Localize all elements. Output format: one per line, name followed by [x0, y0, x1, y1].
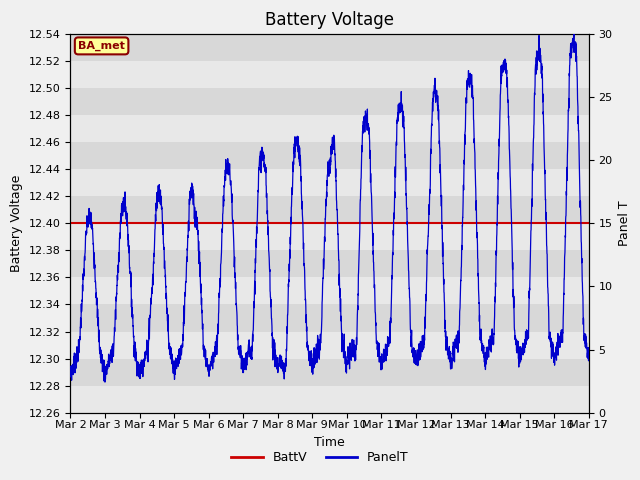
Title: Battery Voltage: Battery Voltage: [265, 11, 394, 29]
Bar: [70, 60, 589, 88]
X-axis label: Time: Time: [314, 436, 345, 449]
Y-axis label: Panel T: Panel T: [618, 200, 631, 246]
Legend: BattV, PanelT: BattV, PanelT: [227, 446, 413, 469]
Bar: [70, 277, 589, 304]
Bar: [70, 223, 589, 250]
Bar: [70, 386, 589, 413]
Bar: [70, 169, 589, 196]
Bar: [70, 332, 589, 359]
Bar: [70, 115, 589, 142]
Text: BA_met: BA_met: [78, 41, 125, 51]
Y-axis label: Battery Voltage: Battery Voltage: [10, 175, 23, 272]
